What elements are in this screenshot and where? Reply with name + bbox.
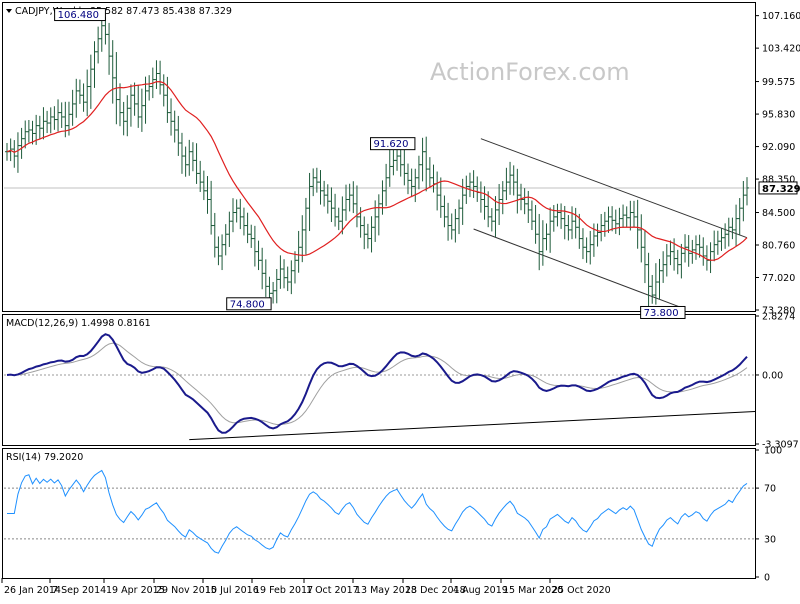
dropdown-arrow-icon[interactable] <box>6 9 12 13</box>
x-tick-label: 4 Aug 2019 <box>453 585 508 596</box>
x-tick-label: 10 Jul 2016 <box>205 585 259 596</box>
symbol-label: CADJPY,Weekly <box>15 6 87 17</box>
panel-frames <box>2 2 756 579</box>
ohlc-label: 85.582 87.473 85.438 87.329 <box>90 6 232 17</box>
annotation-label: 73.800 <box>644 308 679 319</box>
current-price-tag: 87.329 <box>758 181 800 195</box>
annotation-box <box>54 8 106 22</box>
macd-header: MACD(12,26,9) 1.4998 0.8161 <box>6 318 151 329</box>
price-header: CADJPY,Weekly 85.582 87.473 85.438 87.32… <box>6 6 232 17</box>
price-y-tick-label: 77.020 <box>762 273 795 284</box>
annotation-box <box>226 297 272 311</box>
x-tick-label: 19 Apr 2015 <box>106 585 165 596</box>
x-tick-label: 25 Oct 2020 <box>552 585 611 596</box>
price-y-tick-label: 88.350 <box>762 175 795 186</box>
x-tick-label: 15 Mar 2020 <box>503 585 563 596</box>
annotation-box <box>370 137 416 151</box>
price-y-axis: 107.160 103.420 99.575 95.830 92.090 88.350 84… <box>755 11 800 317</box>
price-layer <box>5 11 749 310</box>
annotation-label: 106.480 <box>58 10 99 21</box>
x-tick-label: 26 Jan 2014 <box>4 585 61 596</box>
channel-lower-line <box>473 228 686 310</box>
macd-y-axis: 2.8274 0.00 -3.3097 <box>755 312 799 451</box>
price-annotations: 106.480 74.800 91.620 73.800 <box>54 8 686 319</box>
x-tick-label: 29 Nov 2015 <box>156 585 217 596</box>
price-y-tick-label: 107.160 <box>762 11 800 22</box>
x-tick-label: 1 Oct 2017 <box>306 585 359 596</box>
svg-text:CADJPY,Weekly 85.582 87.473 85: CADJPY,Weekly 85.582 87.473 85.438 87.32… <box>15 6 232 17</box>
moving-average-line <box>6 81 748 261</box>
macd-y-tick-label: -3.3097 <box>762 440 799 451</box>
rsi-y-axis: 100 70 30 0 <box>755 446 782 584</box>
x-tick-label: 19 Feb 2017 <box>254 585 313 596</box>
price-y-tick-label: 95.830 <box>762 110 795 121</box>
rsi-y-tick-label: 70 <box>764 484 776 495</box>
price-y-tick-label: 103.420 <box>762 44 800 55</box>
current-price-label: 87.329 <box>762 184 800 195</box>
annotation-label: 74.800 <box>230 299 265 310</box>
x-tick-label: 23 Dec 2018 <box>405 585 466 596</box>
macd-y-tick-label: 2.8274 <box>762 312 795 323</box>
price-y-tick-label: 92.090 <box>762 142 795 153</box>
x-tick-label: 13 May 2018 <box>355 585 417 596</box>
annotation-box <box>640 305 686 319</box>
price-y-tick-label: 84.500 <box>762 208 795 219</box>
rsi-y-tick-label: 0 <box>764 573 770 584</box>
macd-signal-line <box>6 342 748 425</box>
current-price-box <box>758 181 798 195</box>
rsi-y-tick-label: 30 <box>764 534 776 545</box>
macd-layer <box>4 333 756 441</box>
rsi-y-tick-label: 100 <box>764 446 782 457</box>
macd-y-tick-label: 0.00 <box>762 370 783 381</box>
rsi-header: RSI(14) 79.2020 <box>6 452 83 463</box>
macd-trendline <box>189 410 756 441</box>
watermark-text: ActionForex.com <box>430 58 630 86</box>
channel-upper-line <box>480 138 748 239</box>
rsi-layer <box>4 469 755 554</box>
annotation-label: 91.620 <box>374 139 409 150</box>
price-y-tick-label: 80.760 <box>762 241 795 252</box>
x-tick-label: 7 Sep 2014 <box>52 585 106 596</box>
reference-lines <box>4 138 755 310</box>
price-y-tick-label: 99.575 <box>762 77 795 88</box>
rsi-line <box>7 469 748 554</box>
macd-line <box>6 333 748 434</box>
price-y-tick-label: 73.280 <box>762 306 795 317</box>
